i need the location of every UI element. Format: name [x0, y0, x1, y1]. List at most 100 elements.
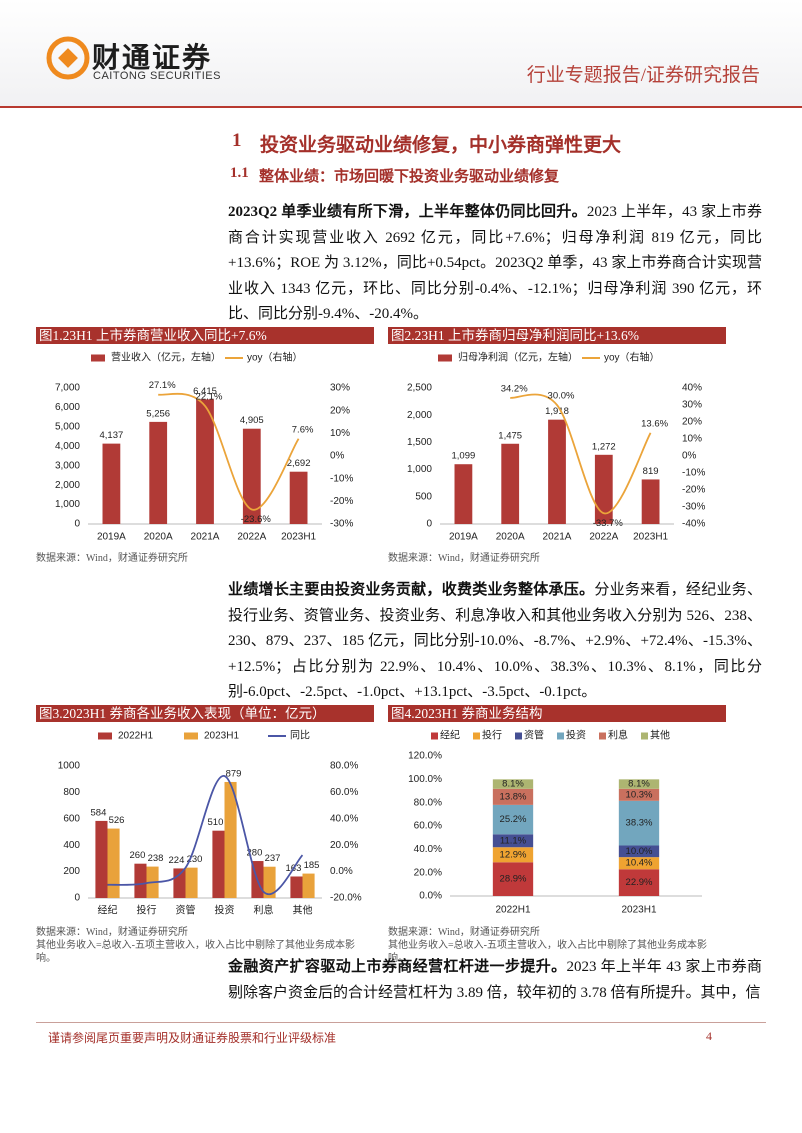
line-value-label: 22.1%: [196, 391, 223, 402]
segment-label: 25.2%: [500, 814, 527, 825]
chart: 2022H1 2023H1 同比 0 200 400 600 800 1000 -20.0% 0.0…: [58, 730, 362, 917]
y-tick-label: 800: [63, 787, 80, 798]
bar-segment: [492, 847, 534, 863]
bar-segment: [492, 788, 534, 805]
bar: [212, 830, 225, 898]
legend-swatch: [431, 732, 438, 740]
y-tick-label: 200: [63, 866, 80, 877]
bar-value-label: 280: [247, 848, 263, 859]
x-tick-label: 投资: [215, 904, 235, 917]
figure: 图3.2023H1 券商各业务收入表现（单位：亿元） 2022H1 2023H1 同比…: [36, 705, 374, 965]
legend-swatch: [184, 732, 198, 740]
bar: [641, 479, 660, 524]
header-background: [0, 0, 802, 106]
figure: 图2.23H1 上市券商归母净利润同比+13.6% 归母净利润（亿元，左轴） yoy…: [388, 327, 726, 565]
legend-swatch: [557, 732, 564, 740]
bar-segment: [492, 862, 534, 896]
paragraph-text: 2023 上半年，43 家上市券商合计实现营业收入 2692 亿元，同比+7.6…: [228, 204, 762, 322]
line-value-label: 34.2%: [501, 383, 528, 394]
logo-subtext: CAITONG SECURITIES: [93, 70, 221, 82]
y2-tick-label: -30%: [330, 519, 353, 530]
bar-value-label: 6,415: [193, 386, 217, 397]
section-number: 1: [232, 130, 242, 151]
bar-segment: [492, 834, 534, 848]
line-series: [107, 775, 304, 896]
logo-icon: [46, 36, 90, 80]
figure-title: 图3.2023H1 券商各业务收入表现（单位：亿元）: [36, 705, 374, 722]
y2-tick-label: 30%: [330, 383, 350, 394]
bar-value-label: 526: [109, 815, 125, 826]
bar-value-label: 1,272: [592, 441, 616, 452]
y-tick-label: 20.0%: [414, 867, 442, 878]
bar: [224, 781, 237, 898]
bar: [102, 443, 121, 524]
subsection-number: 1.1: [230, 165, 249, 181]
y-tick-label: 80.0%: [414, 797, 442, 808]
bar-value-label: 1,475: [498, 430, 522, 441]
line-value-label: -23.6%: [241, 514, 272, 525]
y2-tick-label: 80.0%: [330, 761, 358, 772]
y-tick-label: 100.0%: [408, 774, 442, 785]
legend-label: 投行: [482, 729, 502, 742]
bar: [263, 866, 276, 898]
segment-label: 28.9%: [500, 874, 527, 885]
y2-tick-label: 20%: [330, 405, 350, 416]
bar-segment: [618, 857, 660, 870]
segment-label: 11.1%: [500, 835, 527, 846]
page-number: 4: [706, 1029, 712, 1043]
bar: [196, 399, 214, 524]
segment-label: 38.3%: [626, 818, 653, 829]
bar: [107, 828, 120, 898]
figure-source: 数据来源：Wind，财通证券研究所: [388, 927, 540, 938]
legend-label: 2023H1: [204, 731, 239, 742]
segment-label: 8.1%: [502, 779, 524, 790]
x-tick-label: 资管: [176, 904, 196, 917]
segment-label: 10.4%: [626, 858, 653, 869]
y2-tick-label: 20.0%: [330, 840, 358, 851]
y2-tick-label: 0%: [330, 451, 345, 462]
bar: [242, 428, 261, 524]
bar-segment: [492, 804, 534, 835]
report-type: 行业专题报告/证券研究报告: [526, 65, 760, 86]
y-tick-label: 1,500: [407, 437, 432, 448]
bar: [173, 868, 186, 898]
footer-rule: [36, 1022, 766, 1023]
line-value-label: 27.1%: [149, 380, 176, 391]
bar: [501, 443, 520, 524]
segment-label: 22.9%: [626, 877, 653, 888]
legend-label: 归母净利润（亿元，左轴）: [458, 351, 578, 364]
y-tick-label: 0.0%: [419, 891, 442, 902]
y-tick-label: 7,000: [55, 383, 80, 394]
y-tick-label: 5,000: [55, 421, 80, 432]
line-value-label: 30.0%: [548, 391, 575, 402]
line-value-label: -33.7%: [593, 518, 624, 529]
line-series: [157, 392, 300, 511]
x-tick-label: 2022A: [237, 532, 266, 543]
y2-tick-label: 20%: [682, 417, 702, 428]
segment-label: 8.1%: [628, 779, 650, 790]
bar-value-label: 584: [91, 807, 107, 818]
legend-swatch: [98, 732, 112, 740]
segment-label: 10.3%: [626, 789, 653, 800]
legend-label: yoy（右轴）: [247, 351, 303, 364]
y-tick-label: 3,000: [55, 460, 80, 471]
y-tick-label: 4,000: [55, 441, 80, 452]
bar: [134, 863, 147, 898]
paragraph: 2023Q2 单季业绩有所下滑，上半年整体仍同比回升。2023 上半年，43 家…: [228, 200, 762, 328]
line-value-label: 7.6%: [292, 424, 314, 435]
bar-value-label: 238: [148, 853, 164, 864]
header-rule: [0, 106, 802, 108]
bar-value-label: 5,256: [146, 408, 170, 419]
legend-label: 投资: [566, 729, 586, 742]
subsection-title: 整体业绩：市场回暖下投资业务驱动业绩修复: [259, 169, 560, 185]
figure-source: 数据来源：Wind，财通证券研究所: [388, 553, 540, 564]
y-tick-label: 120.0%: [408, 751, 442, 762]
bar-segment: [618, 869, 660, 896]
y-tick-label: 1,000: [407, 464, 432, 475]
x-tick-label: 2021A: [543, 532, 572, 543]
y-tick-label: 0: [74, 519, 80, 530]
x-tick-label: 经纪: [98, 904, 118, 917]
y2-tick-label: -10%: [682, 468, 705, 479]
x-tick-label: 利息: [254, 904, 274, 917]
figure-source: 数据来源：Wind，财通证券研究所: [36, 927, 188, 938]
